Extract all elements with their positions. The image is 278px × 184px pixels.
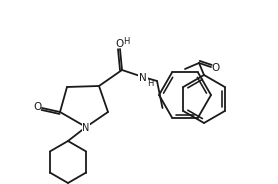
Text: N: N (139, 73, 147, 83)
Text: O: O (33, 102, 41, 112)
Text: O: O (115, 39, 123, 49)
Text: H: H (147, 79, 153, 88)
Text: O: O (212, 63, 220, 73)
Text: H: H (123, 38, 129, 47)
Text: N: N (82, 123, 90, 133)
